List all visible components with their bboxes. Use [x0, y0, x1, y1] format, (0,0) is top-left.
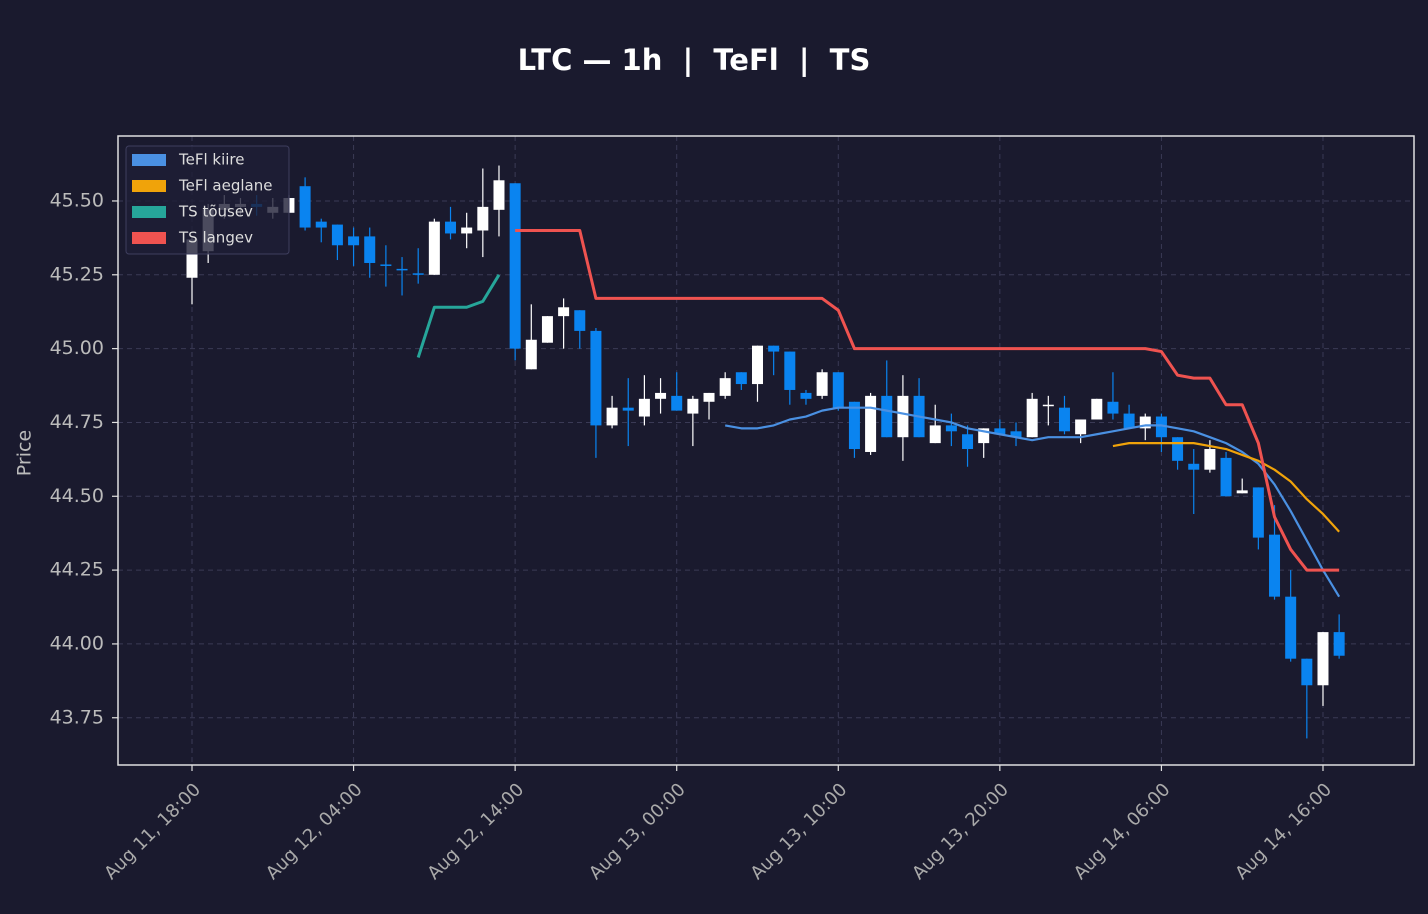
candle-body: [186, 239, 198, 278]
candle-body: [638, 398, 650, 417]
candle-body: [978, 428, 990, 444]
candle-body: [929, 425, 941, 444]
legend-label: TS tõusev: [178, 203, 253, 221]
candle-body: [1220, 457, 1232, 497]
legend-label: TS langev: [178, 229, 253, 247]
legend-swatch: [132, 180, 166, 192]
candle-body: [412, 273, 424, 275]
y-axis-label: Price: [14, 430, 36, 476]
overlay-line: [515, 228, 1340, 572]
candle-body: [1107, 401, 1119, 414]
candle-body: [671, 395, 683, 411]
candle-body: [800, 392, 812, 399]
candle-body: [331, 224, 343, 246]
candle-body: [1236, 490, 1248, 494]
overlay-line: [724, 406, 1341, 598]
legend-swatch: [132, 206, 166, 218]
candle-body: [622, 407, 634, 411]
candle-body: [1042, 404, 1054, 407]
candle-body: [1204, 449, 1216, 470]
candle-body: [509, 183, 521, 349]
y-tick-label: 43.75: [50, 706, 104, 728]
candle-body: [1333, 632, 1345, 656]
candle-body: [1010, 431, 1022, 438]
candle-body: [606, 407, 618, 426]
legend-swatch: [132, 232, 166, 244]
candle-body: [1172, 437, 1184, 461]
candle-body: [525, 339, 537, 370]
candle-body: [477, 206, 489, 231]
legend-label: TeFl aeglane: [178, 177, 272, 195]
candle-body: [751, 345, 763, 385]
candle-body: [493, 180, 505, 210]
candle-body: [380, 264, 392, 266]
y-tick-label: 44.50: [50, 485, 104, 507]
candle-body: [315, 221, 327, 228]
y-tick-label: 45.25: [50, 263, 104, 285]
candle-body: [865, 395, 877, 452]
candle-body: [396, 268, 408, 271]
legend-box: [125, 145, 290, 255]
legend: TeFl kiire TeFl aeglane TS tõusev TS langev: [125, 145, 290, 255]
candle-body: [1058, 407, 1070, 432]
candle-body: [558, 307, 570, 317]
candle-body: [945, 425, 957, 432]
candle-body: [1139, 416, 1151, 429]
y-tick-label: 45.00: [50, 337, 104, 359]
candle-body: [881, 395, 893, 438]
candle-body: [1301, 658, 1313, 686]
y-tick-label: 44.25: [50, 559, 104, 581]
candle-body: [655, 392, 667, 399]
plot-frame: [117, 135, 1415, 766]
candle-body: [1091, 398, 1103, 420]
overlay-line: [1112, 442, 1340, 533]
candle-body: [1155, 416, 1167, 438]
candle-body: [445, 221, 457, 234]
candle-body: [574, 310, 586, 331]
chart-title: LTC — 1h | TeFl | TS: [518, 43, 871, 77]
candle-body: [364, 236, 376, 263]
candle-body: [1188, 463, 1200, 470]
candle-body: [832, 372, 844, 408]
candle-body: [1026, 398, 1038, 438]
candle-body: [348, 236, 360, 246]
candle-body: [461, 227, 473, 234]
candle-body: [1123, 413, 1135, 429]
overlay-line: [416, 274, 501, 358]
y-tick-label: 44.75: [50, 411, 104, 433]
y-tick-label: 44.00: [50, 632, 104, 654]
candle-body: [590, 330, 602, 426]
y-tick-label: 45.50: [50, 189, 104, 211]
candle-body: [541, 316, 553, 343]
candle-body: [816, 372, 828, 396]
candle-body: [994, 428, 1006, 435]
candle-body: [687, 398, 699, 414]
candle-body: [962, 434, 974, 450]
legend-label: TeFl kiire: [178, 151, 245, 169]
candle-body: [848, 401, 860, 450]
candle-body: [768, 345, 780, 352]
candle-body: [1075, 419, 1087, 435]
candle-body: [1252, 487, 1264, 538]
candle-body: [299, 186, 311, 228]
candle-body: [719, 378, 731, 396]
candle-body: [428, 221, 440, 275]
candle-body: [1317, 632, 1329, 686]
candle-body: [1269, 534, 1281, 597]
candle-body: [735, 372, 747, 385]
candle-body: [784, 351, 796, 390]
candle-body: [703, 392, 715, 402]
candle-body: [1285, 596, 1297, 659]
legend-swatch: [132, 154, 166, 166]
candle-body: [897, 395, 909, 438]
